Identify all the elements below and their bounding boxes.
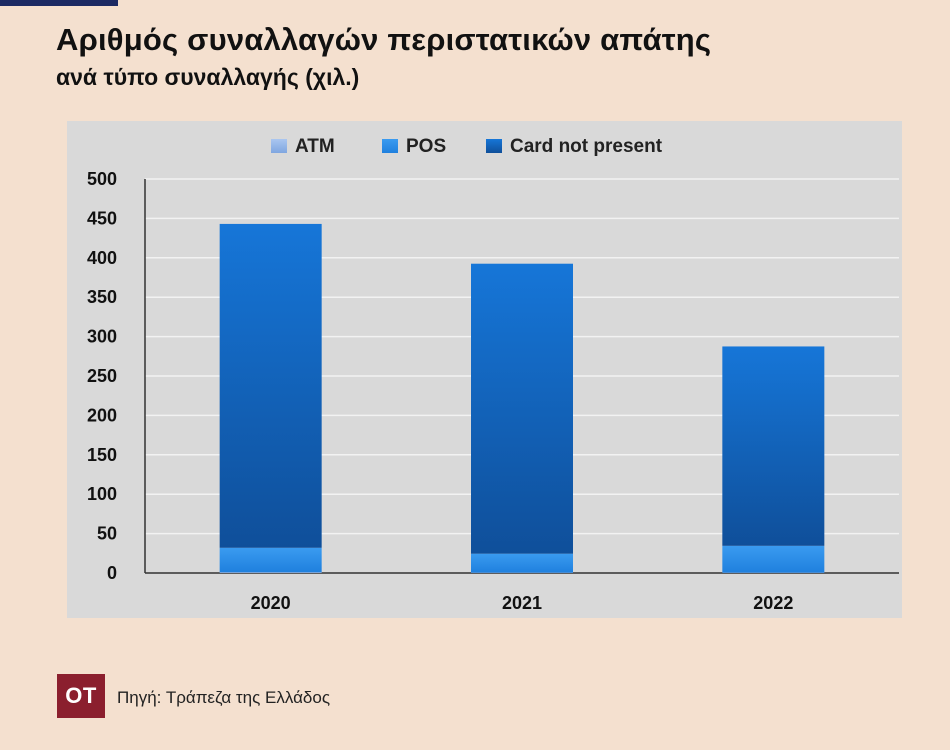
y-tick-labels: 0 50 100 150 200 250 300 350 400 450 500 <box>87 169 117 583</box>
bar-atm-2020 <box>219 572 322 573</box>
chart-title: Αριθμός συναλλαγών περιστατικών απάτης <box>56 22 712 57</box>
y-tick-label: 300 <box>87 327 117 347</box>
y-tick-label: 50 <box>97 524 117 544</box>
y-tick-label: 150 <box>87 445 117 465</box>
bars <box>219 223 825 573</box>
x-tick-label: 2020 <box>251 593 291 613</box>
bar-card-not-present-2020 <box>219 223 322 548</box>
y-tick-label: 350 <box>87 287 117 307</box>
y-tick-label: 250 <box>87 366 117 386</box>
chart-subtitle: ανά τύπο συναλλαγής (χιλ.) <box>56 64 360 90</box>
brand-logo: ΟΤ <box>57 674 105 718</box>
bar-card-not-present-2022 <box>722 346 825 546</box>
legend-label-pos: POS <box>406 136 446 157</box>
bar-pos-2022 <box>722 545 825 573</box>
chart-panel: 0 50 100 150 200 250 300 350 400 450 500 2020 2021 2… <box>67 121 902 618</box>
y-tick-label: 100 <box>87 484 117 504</box>
legend-label-card-not-present: Card not present <box>510 136 663 157</box>
y-tick-label: 0 <box>107 563 117 583</box>
legend-swatch-pos <box>382 139 398 153</box>
accent-line <box>0 0 118 6</box>
bar-pos-2020 <box>219 547 322 573</box>
x-tick-label: 2022 <box>753 593 793 613</box>
legend-swatch-card-not-present <box>486 139 502 153</box>
y-tick-label: 200 <box>87 405 117 425</box>
y-tick-label: 400 <box>87 248 117 268</box>
source-note: Πηγή: Τράπεζα της Ελλάδος <box>117 688 331 707</box>
bar-card-not-present-2021 <box>471 263 573 554</box>
legend-label-atm: ATM <box>295 136 335 157</box>
bar-pos-2021 <box>471 553 573 573</box>
x-tick-labels: 2020 2021 2022 <box>251 593 794 613</box>
legend: ATM POS Card not present <box>271 136 663 157</box>
x-tick-label: 2021 <box>502 593 542 613</box>
y-tick-label: 450 <box>87 208 117 228</box>
legend-swatch-atm <box>271 139 287 153</box>
y-tick-label: 500 <box>87 169 117 189</box>
